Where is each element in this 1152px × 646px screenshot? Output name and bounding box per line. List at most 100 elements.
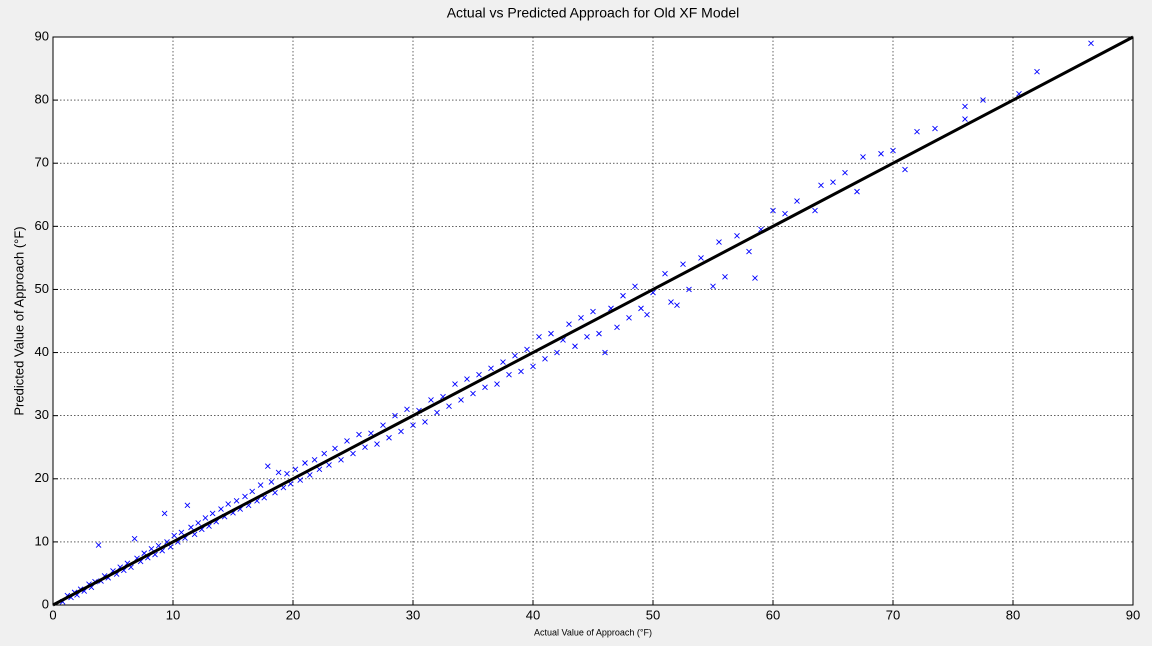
- marker: [482, 384, 488, 391]
- marker: [854, 188, 860, 195]
- marker: [368, 430, 374, 437]
- marker: [249, 488, 256, 495]
- marker: [794, 198, 800, 204]
- marker: [596, 330, 602, 337]
- marker: [518, 368, 524, 375]
- marker: [188, 524, 194, 531]
- marker: [830, 179, 836, 185]
- x-tick-label: 50: [646, 607, 660, 622]
- marker: [680, 261, 686, 268]
- marker: [302, 460, 308, 466]
- marker: [572, 343, 578, 350]
- marker: [422, 419, 428, 425]
- marker: [710, 283, 716, 290]
- marker: [446, 403, 452, 410]
- x-tick-label: 80: [1006, 607, 1020, 622]
- marker: [452, 381, 458, 387]
- marker: [902, 166, 908, 173]
- marker: [171, 532, 178, 539]
- marker: [209, 510, 216, 517]
- marker: [932, 125, 938, 132]
- marker: [662, 270, 668, 277]
- y-tick-label: 60: [35, 218, 49, 233]
- x-tick-label: 30: [406, 607, 420, 622]
- marker: [264, 463, 271, 469]
- marker: [95, 542, 102, 548]
- marker: [716, 239, 722, 245]
- marker: [470, 390, 476, 397]
- marker: [257, 482, 264, 488]
- marker: [386, 434, 392, 441]
- x-tick-label: 0: [49, 607, 56, 622]
- marker: [195, 520, 202, 526]
- marker: [362, 444, 368, 451]
- marker: [668, 299, 674, 305]
- x-tick-label: 70: [886, 607, 900, 622]
- marker: [578, 315, 584, 321]
- marker: [297, 477, 304, 483]
- marker: [233, 498, 240, 504]
- marker: [148, 546, 155, 552]
- marker: [962, 116, 968, 122]
- marker: [268, 479, 275, 485]
- y-tick-label: 50: [35, 281, 49, 296]
- marker: [476, 371, 482, 378]
- marker: [620, 292, 626, 299]
- reference-line: [52, 35, 1134, 607]
- y-tick-label: 40: [35, 344, 49, 359]
- marker: [434, 409, 440, 416]
- marker: [306, 472, 313, 478]
- marker: [914, 128, 920, 135]
- y-tick-label: 10: [35, 533, 49, 548]
- marker: [500, 359, 506, 365]
- marker: [554, 349, 560, 356]
- marker: [548, 330, 554, 337]
- marker: [632, 283, 638, 290]
- marker: [202, 515, 209, 521]
- marker: [494, 381, 500, 387]
- y-tick-label: 20: [35, 470, 49, 485]
- y-tick-label: 90: [35, 28, 49, 43]
- marker: [752, 275, 758, 281]
- marker: [1088, 40, 1094, 47]
- x-tick-label: 60: [766, 607, 780, 622]
- marker: [218, 506, 224, 512]
- marker: [131, 535, 138, 542]
- marker: [374, 441, 380, 447]
- marker: [488, 365, 494, 372]
- y-axis-label: Predicted Value of Approach (°F): [11, 226, 26, 415]
- marker: [458, 397, 464, 403]
- marker: [698, 255, 704, 261]
- marker: [332, 445, 338, 452]
- axes-box: [52, 36, 1134, 606]
- marker: [178, 529, 185, 536]
- marker: [392, 412, 398, 419]
- marker: [410, 422, 416, 428]
- marker: [284, 470, 290, 477]
- x-axis-label: Actual Value of Approach (°F): [534, 627, 652, 637]
- x-tick-label: 20: [286, 607, 300, 622]
- marker: [626, 315, 632, 321]
- marker: [980, 97, 986, 103]
- y-tick-label: 80: [35, 92, 49, 107]
- marker: [644, 311, 650, 318]
- marker: [512, 352, 518, 359]
- chart-title: Actual vs Predicted Approach for Old XF …: [447, 5, 740, 21]
- marker: [356, 431, 362, 438]
- y-tick-label: 70: [35, 155, 49, 170]
- x-tick-label: 90: [1126, 607, 1140, 622]
- marker: [746, 248, 752, 255]
- marker: [524, 346, 530, 353]
- marker: [530, 363, 536, 370]
- y-tick-label: 30: [35, 407, 49, 422]
- marker: [860, 154, 866, 160]
- marker: [242, 493, 248, 500]
- marker: [184, 502, 191, 509]
- marker: [326, 462, 332, 468]
- marker: [890, 147, 896, 154]
- marker: [338, 457, 344, 463]
- marker: [542, 356, 548, 362]
- marker: [602, 349, 608, 356]
